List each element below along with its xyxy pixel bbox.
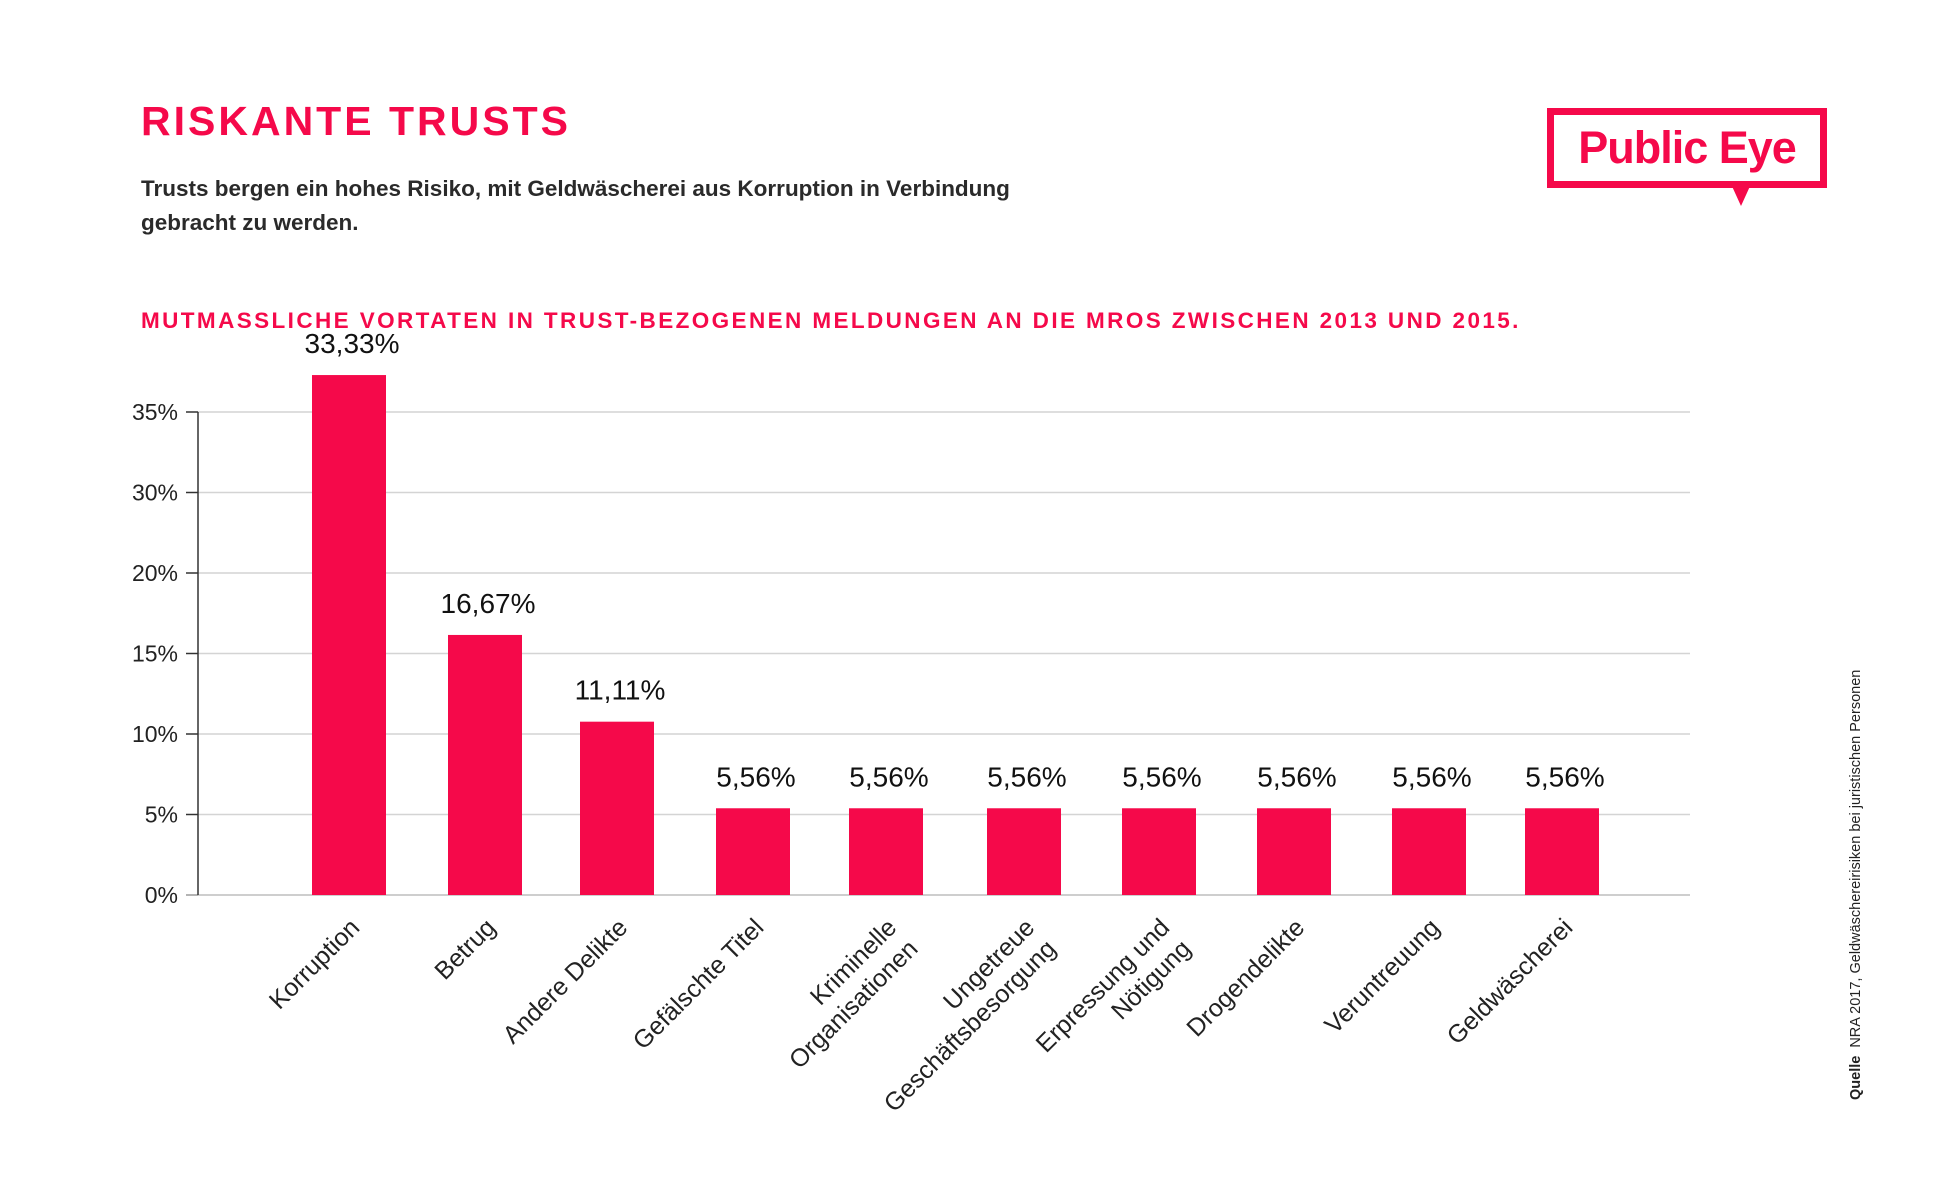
bar-value-label: 5,56% bbox=[716, 761, 795, 792]
y-axis: 0% 5% 10% 15% 20% 30% 35% bbox=[132, 399, 1690, 908]
bar bbox=[716, 808, 790, 895]
category-label: Geldwäscherei bbox=[1442, 913, 1579, 1050]
category-label: Betrug bbox=[429, 913, 501, 985]
bar-layer bbox=[312, 375, 1599, 895]
bar-value-label: 16,67% bbox=[441, 588, 536, 619]
bar-value-label: 33,33% bbox=[305, 328, 400, 359]
bar-value-label: 5,56% bbox=[1257, 761, 1336, 792]
data-label-layer: 33,33% 16,67% 11,11% 5,56% 5,56% 5,56% 5,56% 5,… bbox=[305, 328, 1605, 792]
category-label-line: Geldwäscherei bbox=[1442, 913, 1579, 1050]
bar bbox=[849, 808, 923, 895]
category-label: Korruption bbox=[264, 913, 365, 1014]
category-label: Andere Delikte bbox=[497, 913, 633, 1049]
category-label: Gefälschte Titel bbox=[628, 913, 770, 1055]
category-label-line: Drogendelikte bbox=[1181, 913, 1310, 1042]
category-label-line: Andere Delikte bbox=[497, 913, 633, 1049]
bar bbox=[448, 634, 522, 895]
y-tick-label: 20% bbox=[132, 560, 178, 586]
bar bbox=[1122, 808, 1196, 895]
bar-value-label: 5,56% bbox=[1392, 761, 1471, 792]
category-label-line: Betrug bbox=[429, 913, 501, 985]
bar bbox=[987, 808, 1061, 895]
y-tick-label: 10% bbox=[132, 721, 178, 747]
logo-speech-tail bbox=[1731, 184, 1751, 206]
chart-heading: RISKANTE TRUSTS bbox=[141, 98, 571, 144]
bar bbox=[580, 721, 654, 895]
logo-frame bbox=[1547, 108, 1827, 188]
category-label-line: Gefälschte Titel bbox=[628, 913, 770, 1055]
bar-value-label: 11,11% bbox=[575, 675, 666, 706]
chart-title: MUTMASSLICHE VORTATEN IN TRUST-BEZOGENEN… bbox=[141, 308, 1521, 333]
logo-text: Public Eye bbox=[1578, 122, 1797, 173]
category-label: Drogendelikte bbox=[1181, 913, 1310, 1042]
bar bbox=[1392, 808, 1466, 895]
y-tick-label: 0% bbox=[145, 882, 178, 908]
bar-value-label: 5,56% bbox=[1525, 761, 1604, 792]
bar-value-label: 5,56% bbox=[849, 761, 928, 792]
y-tick-label: 35% bbox=[132, 399, 178, 425]
bar-value-label: 5,56% bbox=[1122, 761, 1201, 792]
category-label-line: Korruption bbox=[264, 913, 365, 1014]
y-tick-label: 30% bbox=[132, 480, 178, 506]
bar bbox=[1257, 808, 1331, 895]
category-label-line: Veruntreuung bbox=[1319, 913, 1445, 1039]
chart-subtitle: Trusts bergen ein hohes Risiko, mit Geld… bbox=[141, 176, 1010, 235]
y-tick-label: 15% bbox=[132, 641, 178, 667]
bar bbox=[1525, 808, 1599, 895]
public-eye-logo: Public Eye bbox=[1547, 108, 1827, 210]
category-label: Veruntreuung bbox=[1319, 913, 1445, 1039]
y-tick-label: 5% bbox=[145, 802, 178, 828]
bar-value-label: 5,56% bbox=[987, 761, 1066, 792]
grid-layer bbox=[198, 411, 1690, 816]
category-label: KriminelleOrganisationen bbox=[763, 913, 924, 1074]
bar bbox=[312, 375, 386, 895]
category-label: Erpressung undNötigung bbox=[1031, 913, 1197, 1079]
